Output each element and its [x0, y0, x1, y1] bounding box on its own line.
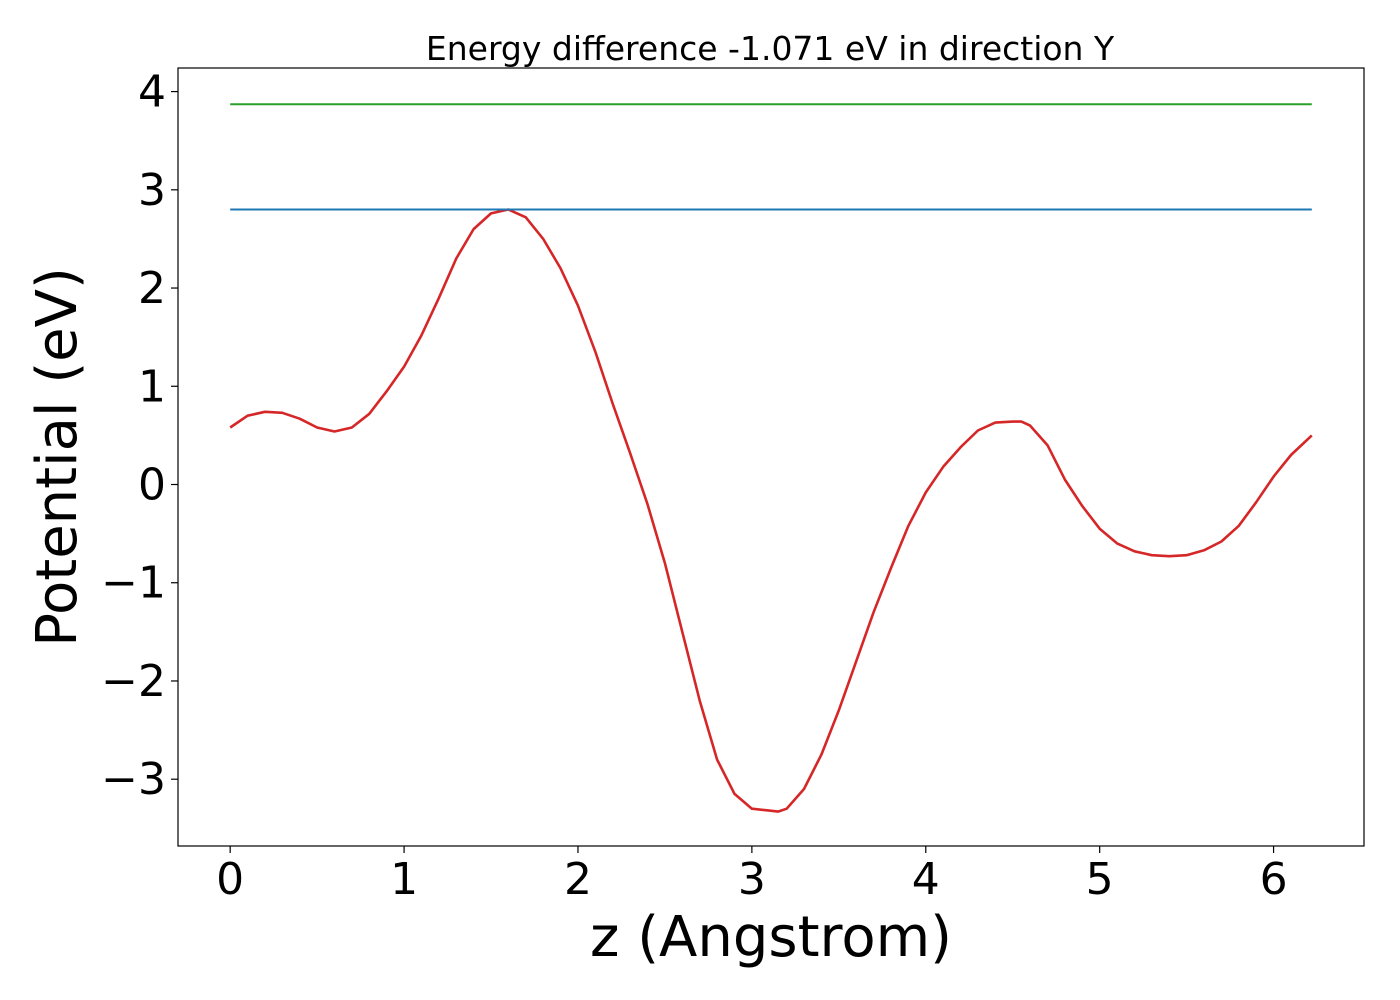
y-tick-label: −3: [101, 754, 166, 805]
y-tick-label: 2: [138, 263, 166, 314]
plot-frame: [177, 67, 1365, 847]
y-tick-label: 3: [138, 165, 166, 216]
y-axis-ticks: −3 −2 −1 0 1 2 3 4: [101, 67, 178, 805]
x-axis-label: z (Angstrom): [590, 905, 952, 970]
x-tick-label: 5: [1086, 854, 1114, 905]
x-tick-label: 4: [912, 854, 940, 905]
chart-title: Energy difference -1.071 eV in direction…: [426, 29, 1115, 68]
x-axis-ticks: 0 1 2 3 4 5 6: [216, 846, 1288, 905]
x-tick-label: 6: [1260, 854, 1288, 905]
y-tick-label: 1: [138, 361, 166, 412]
x-tick-label: 1: [390, 854, 418, 905]
series-layer: [229, 103, 1313, 813]
series-line-0: [229, 208, 1313, 813]
y-tick-label: −1: [101, 558, 166, 609]
x-tick-label: 2: [564, 854, 592, 905]
y-tick-label: 0: [138, 460, 166, 511]
y-tick-label: 4: [138, 67, 166, 118]
y-axis-label: Potential (eV): [25, 267, 90, 647]
y-tick-label: −2: [101, 656, 166, 707]
x-tick-label: 3: [738, 854, 766, 905]
x-tick-label: 0: [216, 854, 244, 905]
